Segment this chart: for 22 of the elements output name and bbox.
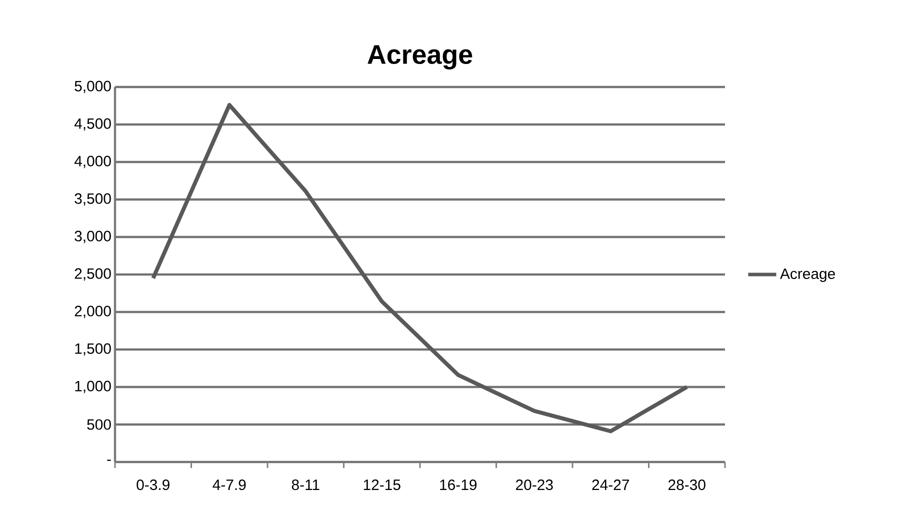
y-tick-label: 5,000 [74,80,111,94]
y-tick-label: 1,500 [75,343,111,356]
y-tick-label: 1,000 [75,380,111,394]
y-tick-label: 4,500 [74,118,111,131]
x-tick-label: 12-15 [364,480,400,490]
line-series [151,102,689,434]
x-tick-label: 0-3.9 [136,480,170,490]
y-tick-label: 2,000 [74,306,111,318]
x-tick-label: 20-23 [516,480,553,490]
x-tick-label: 8-11 [292,480,320,490]
x-tick-label: 24-27 [592,480,629,490]
x-tick-label: 16-19 [440,480,477,490]
y-tick-label: 3,000 [74,230,111,244]
x-tick-label: 28-30 [668,480,706,490]
y-tick-label: 3,500 [74,193,111,206]
y-tick-label: 4,000 [74,156,111,168]
y-tick-label: 2,500 [74,268,111,281]
chart-title: Acreage [368,45,472,70]
x-tick-label: 4-7.9 [212,480,246,490]
legend-label: Acreage [780,268,835,282]
y-tick-label: 500 [87,419,111,430]
y-tick-label: - [107,460,111,461]
